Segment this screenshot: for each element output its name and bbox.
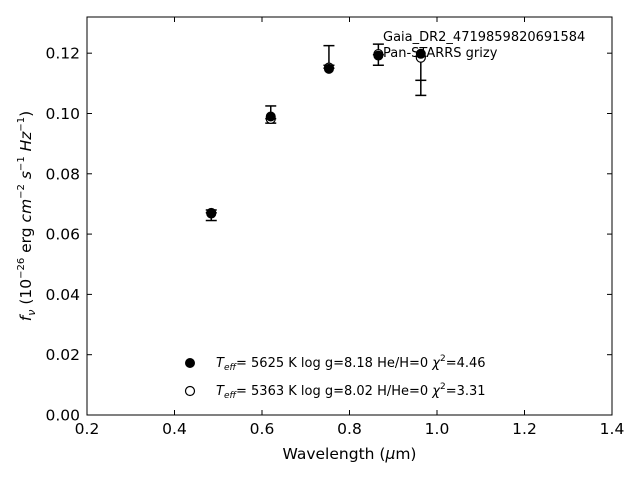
legend-marker-open <box>184 385 196 397</box>
annotation-survey: Pan-STARRS grizy <box>383 46 498 61</box>
y-tick-label: 0.04 <box>45 286 80 304</box>
x-tick-label: 0.6 <box>250 420 275 438</box>
model-point-filled <box>373 50 384 61</box>
y-tick-label: 0.08 <box>45 165 80 183</box>
model-point-filled <box>323 63 334 74</box>
error-bars <box>205 43 427 222</box>
y-axis-title: fν (10−26 erg cm−2 s−1 Hz−1) <box>16 111 38 321</box>
x-tick-label: 1.4 <box>600 420 625 438</box>
x-tick-label: 0.2 <box>75 420 100 438</box>
y-tick-label: 0.02 <box>45 346 80 364</box>
y-tick-label: 0.00 <box>45 407 80 425</box>
x-tick-label: 0.4 <box>162 420 187 438</box>
legend-marker-filled <box>185 358 195 368</box>
x-tick-label: 1.0 <box>425 420 450 438</box>
model-point-filled <box>415 48 426 59</box>
model-point-filled <box>206 208 217 219</box>
annotation-object-name: Gaia_DR2_4719859820691584 <box>383 30 585 45</box>
legend: Teff= 5625 K log g=8.18 He/H=0 χ2=4.46 T… <box>184 354 486 401</box>
legend-label-open: Teff= 5363 K log g=8.02 H/He=0 χ2=3.31 <box>216 382 486 401</box>
series-open-markers <box>206 48 426 219</box>
y-axis-ticks: 0.00 0.02 0.04 0.06 0.08 0.10 0.12 <box>45 45 612 425</box>
x-axis-ticks: 0.2 0.4 0.6 0.8 1.0 1.2 1.4 <box>75 17 625 438</box>
x-tick-label: 0.8 <box>337 420 362 438</box>
legend-label-filled: Teff= 5625 K log g=8.18 He/H=0 χ2=4.46 <box>216 354 486 373</box>
y-tick-label: 0.12 <box>45 45 80 63</box>
y-tick-label: 0.10 <box>45 105 80 123</box>
y-tick-label: 0.06 <box>45 226 80 244</box>
x-tick-label: 1.2 <box>512 420 537 438</box>
series-filled-markers <box>206 48 426 219</box>
model-point-filled <box>265 111 276 122</box>
x-axis-title: Wavelength (μm) <box>283 445 417 463</box>
